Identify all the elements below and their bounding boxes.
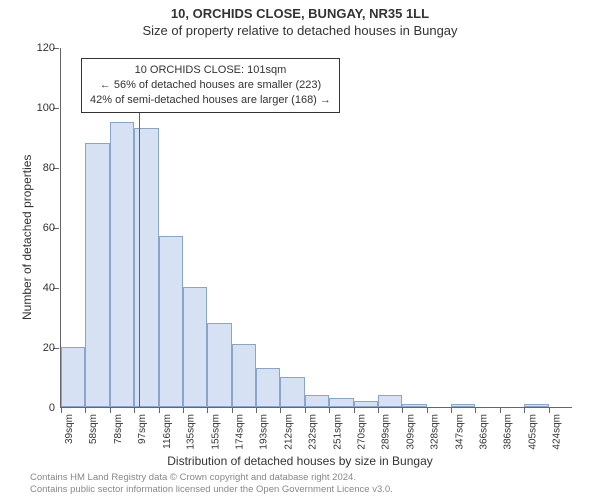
x-tick-label: 405sqm [527, 414, 538, 450]
x-tick-label: 232sqm [308, 414, 319, 450]
x-tick [475, 408, 476, 413]
x-tick [134, 408, 135, 413]
histogram-bar [85, 143, 109, 407]
histogram-bar [232, 344, 256, 407]
x-tick-label: 347sqm [454, 414, 465, 450]
y-tick-label: 20 [27, 342, 55, 354]
histogram-bar [354, 401, 378, 407]
x-tick [280, 408, 281, 413]
x-tick [256, 408, 257, 413]
x-tick [85, 408, 86, 413]
histogram-bar [61, 347, 85, 407]
x-tick [402, 408, 403, 413]
histogram-bar [110, 122, 134, 407]
x-tick-label: 289sqm [381, 414, 392, 450]
x-tick [524, 408, 525, 413]
histogram-bar [280, 377, 304, 407]
x-tick [207, 408, 208, 413]
x-tick-label: 251sqm [332, 414, 343, 450]
histogram-bar [159, 236, 183, 407]
title-block: 10, ORCHIDS CLOSE, BUNGAY, NR35 1LL Size… [0, 0, 600, 38]
y-tick-label: 0 [27, 402, 55, 414]
x-tick [549, 408, 550, 413]
footer-note: Contains HM Land Registry data © Crown c… [30, 472, 393, 496]
annotation-box: 10 ORCHIDS CLOSE: 101sqm ← 56% of detach… [81, 58, 340, 113]
histogram-bar [524, 404, 548, 407]
histogram-bar [329, 398, 353, 407]
histogram-bar [378, 395, 402, 407]
histogram-bar [402, 404, 426, 407]
annotation-line3: 42% of semi-detached houses are larger (… [90, 93, 331, 108]
x-tick-label: 155sqm [210, 414, 221, 450]
y-tick-label: 100 [27, 102, 55, 114]
x-tick [378, 408, 379, 413]
y-axis-label: Number of detached properties [20, 155, 34, 320]
x-tick-label: 193sqm [259, 414, 270, 450]
x-tick [354, 408, 355, 413]
histogram-bar [134, 128, 158, 407]
x-tick [61, 408, 62, 413]
x-tick-label: 270sqm [357, 414, 368, 450]
x-axis-label: Distribution of detached houses by size … [0, 454, 600, 468]
x-tick [451, 408, 452, 413]
x-tick-label: 424sqm [552, 414, 563, 450]
footer-line1: Contains HM Land Registry data © Crown c… [30, 472, 393, 484]
y-tick-label: 40 [27, 282, 55, 294]
subject-marker-line [139, 108, 140, 407]
annotation-line2: ← 56% of detached houses are smaller (22… [90, 78, 331, 93]
x-tick [329, 408, 330, 413]
histogram-bar [183, 287, 207, 407]
histogram-bar [451, 404, 475, 407]
x-tick-label: 97sqm [137, 414, 148, 444]
x-tick-label: 174sqm [235, 414, 246, 450]
x-tick [183, 408, 184, 413]
x-tick-label: 58sqm [88, 414, 99, 444]
x-tick-label: 386sqm [503, 414, 514, 450]
chart-container: 10, ORCHIDS CLOSE, BUNGAY, NR35 1LL Size… [0, 0, 600, 500]
chart-subtitle: Size of property relative to detached ho… [0, 23, 600, 38]
x-tick [427, 408, 428, 413]
x-tick-label: 212sqm [283, 414, 294, 450]
footer-line2: Contains public sector information licen… [30, 484, 393, 496]
y-tick-label: 120 [27, 42, 55, 54]
x-tick-label: 309sqm [405, 414, 416, 450]
x-tick [232, 408, 233, 413]
x-tick-label: 328sqm [430, 414, 441, 450]
x-tick [305, 408, 306, 413]
histogram-bar [256, 368, 280, 407]
y-tick-label: 80 [27, 162, 55, 174]
x-tick [159, 408, 160, 413]
x-tick-label: 135sqm [186, 414, 197, 450]
annotation-line1: 10 ORCHIDS CLOSE: 101sqm [90, 63, 331, 78]
plot-area: 02040608010012039sqm58sqm78sqm97sqm116sq… [60, 48, 572, 408]
x-tick [500, 408, 501, 413]
y-tick-label: 60 [27, 222, 55, 234]
chart-address-title: 10, ORCHIDS CLOSE, BUNGAY, NR35 1LL [0, 6, 600, 21]
x-tick-label: 116sqm [162, 414, 173, 449]
x-tick-label: 78sqm [113, 414, 124, 444]
x-tick [110, 408, 111, 413]
histogram-bar [207, 323, 231, 407]
x-tick-label: 39sqm [64, 414, 75, 444]
histogram-bar [305, 395, 329, 407]
x-tick-label: 366sqm [478, 414, 489, 450]
